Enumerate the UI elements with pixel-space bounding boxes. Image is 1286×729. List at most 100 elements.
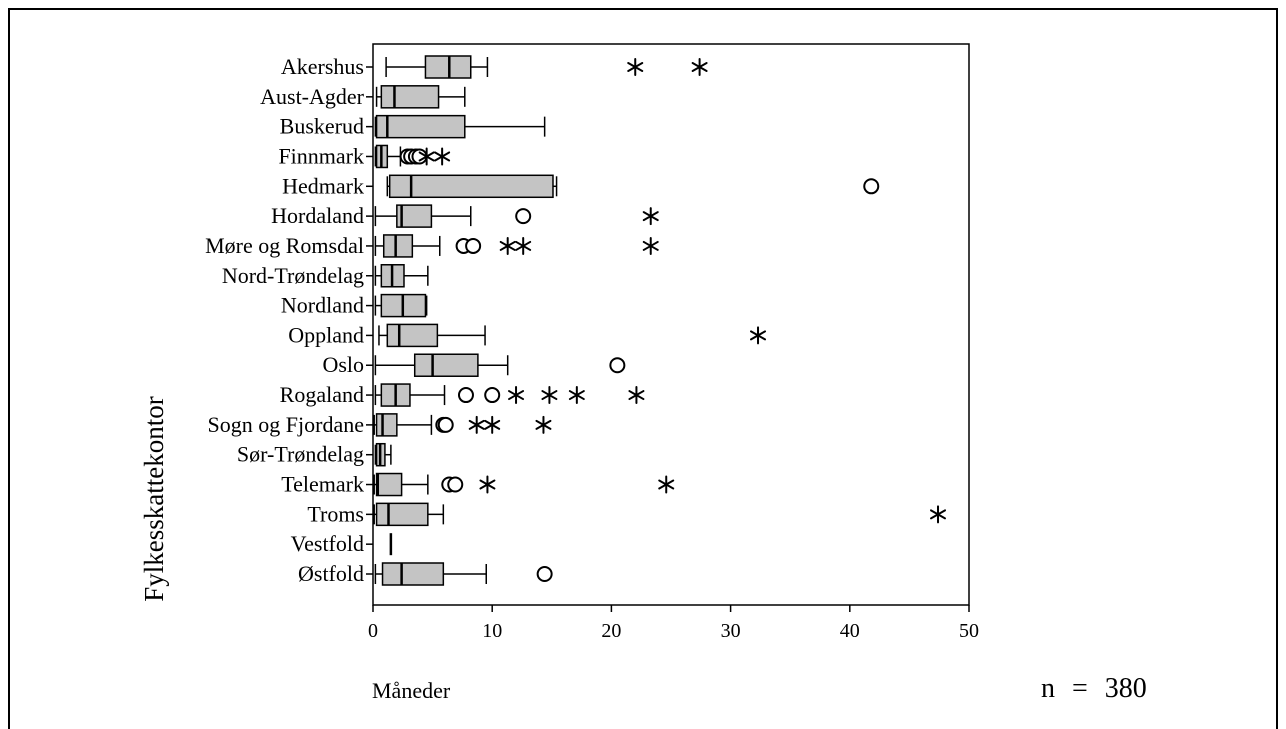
extreme-star-more-og-romsdal [515,236,532,255]
extreme-star-telemark [479,475,496,494]
category-label-oslo: Oslo [322,352,364,377]
figure-border [8,8,1278,729]
row-finnmark: Finnmark [278,143,451,168]
extreme-star-troms [930,505,947,524]
row-more-og-romsdal: Møre og Romsdal [205,233,659,258]
category-label-rogaland: Rogaland [280,382,364,407]
category-label-sor-trondelag: Sør-Trøndelag [237,442,364,467]
iqr-box-oppland [386,323,439,348]
iqr-box-hordaland [396,204,433,228]
sample-size-annotation: n = 380 [1041,673,1147,704]
category-label-aust-agder: Aust-Agder [260,84,365,109]
extreme-star-stroke [642,211,659,222]
extreme-star-stroke [479,479,496,490]
extreme-star-stroke [658,479,675,490]
extreme-star-sogn-og-fjordane [468,415,485,434]
category-label-troms: Troms [307,501,364,526]
extreme-star-sogn-og-fjordane [535,415,552,434]
row-aust-agder: Aust-Agder [260,84,466,109]
extreme-star-sogn-og-fjordane [484,415,501,434]
iqr-box-more-og-romsdal [382,234,414,258]
row-vestfold: Vestfold [291,531,393,556]
extreme-star-stroke [499,240,516,251]
extreme-star-rogaland [508,386,525,405]
row-hordaland: Hordaland [271,203,659,228]
extreme-star-stroke [930,509,947,520]
row-oppland: Oppland [288,322,767,348]
iqr-box-buskerud [375,114,466,139]
row-nordland: Nordland [281,293,428,318]
row-troms: Troms [307,501,947,527]
iqr-box-ostfold [381,562,445,586]
extreme-star-stroke [628,390,645,401]
outlier-circle-ostfold [536,566,553,582]
category-label-finnmark: Finnmark [278,143,364,168]
category-label-telemark: Telemark [281,472,364,497]
x-axis-label: Måneder [372,678,451,703]
outlier-circle-hordaland [515,208,532,225]
extreme-star-stroke [434,151,451,162]
x-tick-label: 10 [482,620,502,642]
extreme-star-hordaland [642,207,659,226]
x-tick-label: 30 [721,620,741,642]
outlier-circle-telemark [447,476,464,493]
category-label-sogn-og-fjordane: Sogn og Fjordane [208,412,364,437]
row-oslo: Oslo [322,352,626,377]
row-akershus: Akershus [281,54,708,79]
extreme-star-stroke [508,390,525,401]
extreme-star-akershus [691,58,708,76]
chart-marks: Akershus Aust-Agder Buskerud Finnmark Hedmar… [205,54,947,586]
iqr-box-aust-agder [380,85,440,109]
extreme-star-stroke [484,419,501,430]
outlier-circle-more-og-romsdal [465,237,482,254]
y-axis-label: Fylkesskattekontor [139,396,169,601]
outlier-circle-hedmark [863,178,880,195]
extreme-star-stroke [627,62,644,72]
extreme-star-stroke [418,151,435,162]
extreme-star-rogaland [541,386,558,405]
extreme-star-stroke [541,390,558,401]
iqr-box-troms [375,502,429,527]
outlier-circle-rogaland [457,387,474,404]
iqr-box-telemark [375,472,403,497]
x-axis: 0 10 20 30 40 50 [368,605,979,642]
extreme-star-rogaland [628,386,645,405]
iqr-box-oslo [413,353,479,377]
extreme-star-stroke [515,240,532,251]
iqr-box-sogn-og-fjordane [375,413,398,437]
row-telemark: Telemark [281,472,675,497]
x-tick-label: 40 [840,620,860,642]
category-label-nordland: Nordland [281,293,364,318]
plot-area-frame [372,43,970,606]
x-tick-label: 20 [601,620,621,642]
category-label-hordaland: Hordaland [271,203,364,228]
extreme-star-stroke [642,240,659,251]
extreme-star-stroke [691,62,708,72]
extreme-star-rogaland [568,386,585,405]
extreme-star-telemark [658,475,675,494]
category-label-more-og-romsdal: Møre og Romsdal [205,233,364,258]
extreme-star-stroke [568,390,585,401]
extreme-star-stroke [750,330,767,341]
outlier-circle-rogaland [484,387,501,404]
category-label-hedmark: Hedmark [282,173,364,198]
outlier-circle-sogn-og-fjordane [437,416,454,433]
extreme-star-more-og-romsdal [499,236,516,255]
row-hedmark: Hedmark [282,173,880,199]
row-sogn-og-fjordane: Sogn og Fjordane [208,412,552,437]
iqr-box-hedmark [388,174,554,199]
extreme-star-stroke [535,419,552,430]
row-buskerud: Buskerud [280,114,546,139]
extreme-star-more-og-romsdal [642,236,659,255]
category-label-oppland: Oppland [288,322,364,347]
row-sor-trondelag: Sør-Trøndelag [237,442,392,467]
category-label-akershus: Akershus [281,54,364,79]
category-label-buskerud: Buskerud [280,114,364,139]
x-tick-label: 50 [959,620,979,642]
x-tick-label: 0 [368,620,378,642]
row-ostfold: Østfold [298,561,553,586]
category-label-nord-trondelag: Nord-Trøndelag [222,263,364,288]
category-label-vestfold: Vestfold [291,531,364,556]
row-nord-trondelag: Nord-Trøndelag [222,263,429,288]
